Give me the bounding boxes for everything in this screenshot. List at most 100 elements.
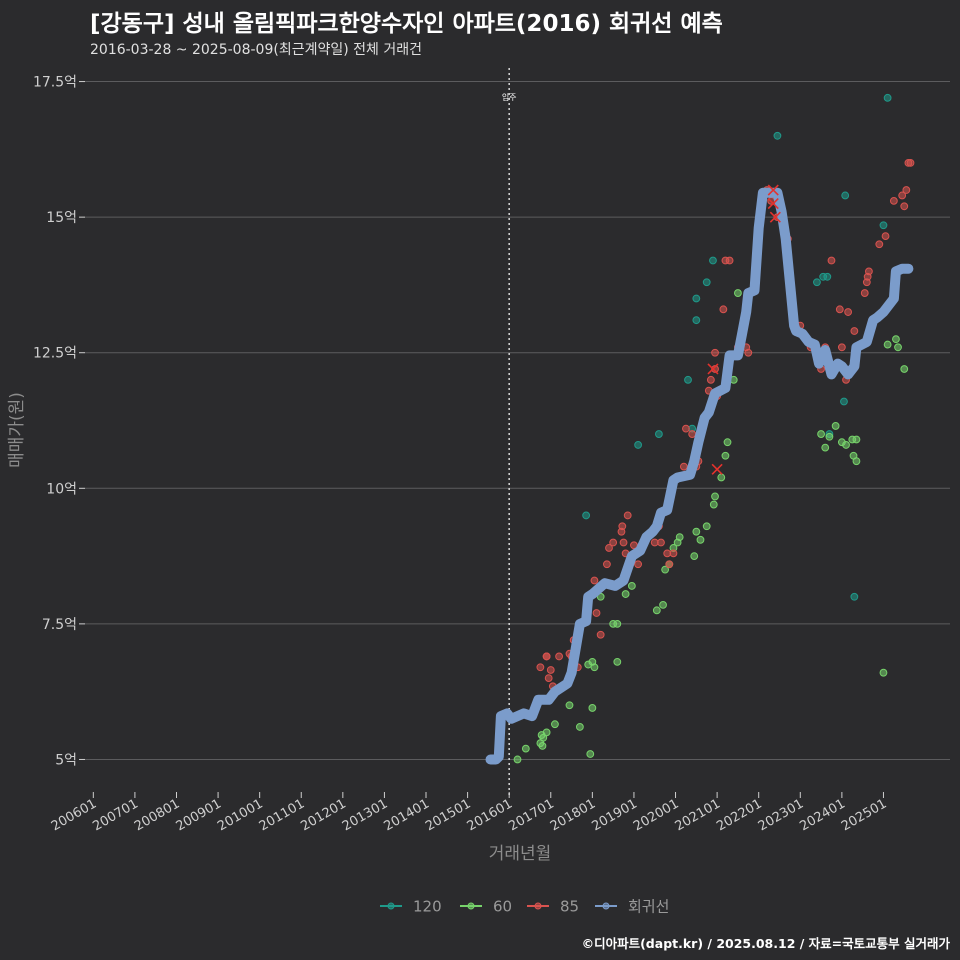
data-point-85 bbox=[898, 191, 907, 200]
move-in-label: 입주 bbox=[502, 93, 517, 102]
legend-swatch-dot bbox=[602, 902, 610, 910]
data-point-60 bbox=[842, 441, 850, 449]
y-axis: 5억 7.5억 10억 12.5억 15억 17.5억 bbox=[33, 75, 85, 768]
data-point-120 bbox=[702, 278, 711, 287]
legend-label: 60 bbox=[493, 898, 512, 916]
legend: 120 60 85 회귀선 bbox=[380, 898, 669, 916]
y-tick-label: 17.5억 bbox=[33, 75, 77, 91]
data-point-60 bbox=[565, 701, 574, 710]
data-point-120 bbox=[883, 93, 892, 102]
legend-swatch-dot bbox=[534, 902, 542, 910]
data-point-85 bbox=[906, 159, 915, 167]
data-point-120 bbox=[850, 592, 859, 601]
data-point-120 bbox=[813, 278, 821, 287]
data-point-60 bbox=[711, 492, 719, 501]
data-point-60 bbox=[590, 663, 599, 672]
grid-lines bbox=[85, 81, 950, 760]
highlight-x-marker bbox=[711, 463, 723, 475]
data-point-60 bbox=[709, 500, 718, 509]
data-point-60 bbox=[894, 343, 902, 352]
x-tick-label: 201501 bbox=[423, 796, 473, 834]
x-tick-label: 202301 bbox=[756, 796, 806, 834]
data-point-85 bbox=[711, 348, 719, 357]
data-point-60 bbox=[702, 522, 711, 531]
x-tick-label: 201101 bbox=[257, 796, 307, 834]
data-point-85 bbox=[657, 538, 665, 547]
x-tick-label: 202001 bbox=[631, 796, 681, 834]
data-point-120 bbox=[709, 256, 717, 265]
highlight-x-marker bbox=[707, 363, 719, 375]
data-point-60 bbox=[659, 600, 667, 609]
x-tick-label: 200701 bbox=[90, 796, 140, 834]
data-point-85 bbox=[850, 327, 859, 335]
data-point-60 bbox=[831, 422, 840, 430]
data-point-60 bbox=[513, 755, 522, 764]
data-point-60 bbox=[879, 668, 888, 677]
data-point-85 bbox=[623, 511, 632, 520]
data-point-85 bbox=[669, 549, 678, 558]
data-point-60 bbox=[852, 435, 861, 444]
data-point-85 bbox=[544, 674, 553, 683]
data-point-85 bbox=[619, 538, 628, 547]
x-tick-label: 200901 bbox=[174, 796, 224, 834]
data-point-120 bbox=[692, 316, 701, 325]
data-point-85 bbox=[865, 267, 873, 276]
data-point-85 bbox=[744, 348, 753, 357]
y-tick-label: 7.5억 bbox=[42, 617, 77, 633]
x-tick-label: 201701 bbox=[506, 796, 556, 834]
move-in-annotation: 입주 bbox=[502, 68, 517, 798]
data-point-85 bbox=[711, 365, 719, 373]
data-point-85 bbox=[542, 652, 551, 661]
x-tick-label: 201301 bbox=[340, 796, 390, 834]
x-tick-label: 201401 bbox=[382, 796, 432, 834]
x-axis-title: 거래년월 bbox=[489, 844, 552, 864]
data-point-85 bbox=[725, 256, 734, 265]
data-point-120 bbox=[823, 272, 832, 281]
data-point-60 bbox=[613, 657, 622, 666]
data-point-60 bbox=[852, 457, 861, 466]
data-point-60 bbox=[717, 473, 726, 482]
y-tick-label: 10억 bbox=[46, 481, 77, 497]
data-point-60 bbox=[661, 565, 670, 574]
legend-item-120: 120 bbox=[380, 898, 442, 916]
data-point-60 bbox=[696, 535, 705, 544]
data-point-85 bbox=[844, 308, 853, 316]
data-point-60 bbox=[690, 552, 699, 560]
data-point-60 bbox=[892, 335, 900, 344]
data-point-120 bbox=[692, 294, 701, 303]
data-point-85 bbox=[618, 522, 627, 531]
data-point-85 bbox=[555, 652, 563, 661]
legend-swatch-dot bbox=[387, 902, 395, 910]
legend-item-60: 60 bbox=[460, 898, 512, 916]
y-axis-title: 매매가(원) bbox=[7, 392, 27, 468]
data-point-120 bbox=[773, 131, 782, 140]
data-point-85 bbox=[536, 663, 545, 672]
x-tick-label: 202501 bbox=[839, 796, 889, 834]
data-point-60 bbox=[551, 720, 559, 729]
legend-label: 120 bbox=[413, 898, 442, 916]
regression-line bbox=[485, 187, 914, 765]
data-point-60 bbox=[538, 742, 547, 750]
highlight-x-marker bbox=[767, 198, 779, 210]
data-point-60 bbox=[821, 443, 830, 452]
data-point-85 bbox=[634, 560, 643, 569]
data-point-120 bbox=[840, 397, 848, 406]
x-tick-label: 200801 bbox=[132, 796, 182, 834]
data-point-120 bbox=[634, 441, 643, 449]
data-point-85 bbox=[889, 196, 898, 205]
data-point-85 bbox=[719, 305, 728, 314]
y-tick-label: 12.5억 bbox=[33, 346, 77, 362]
data-point-60 bbox=[692, 527, 701, 536]
legend-swatch-dot bbox=[467, 902, 475, 910]
source-caption: ©디아파트(dapt.kr) / 2025.08.12 / 자료=국토교통부 실… bbox=[581, 936, 950, 951]
legend-label: 85 bbox=[560, 898, 579, 916]
data-point-60 bbox=[627, 582, 636, 590]
highlight-x-marker bbox=[769, 211, 781, 223]
data-point-85 bbox=[590, 576, 599, 585]
x-tick-label: 201801 bbox=[548, 796, 598, 834]
data-point-60 bbox=[652, 606, 661, 615]
data-point-85 bbox=[835, 305, 844, 314]
data-point-60 bbox=[613, 619, 622, 628]
data-point-60 bbox=[723, 438, 732, 447]
